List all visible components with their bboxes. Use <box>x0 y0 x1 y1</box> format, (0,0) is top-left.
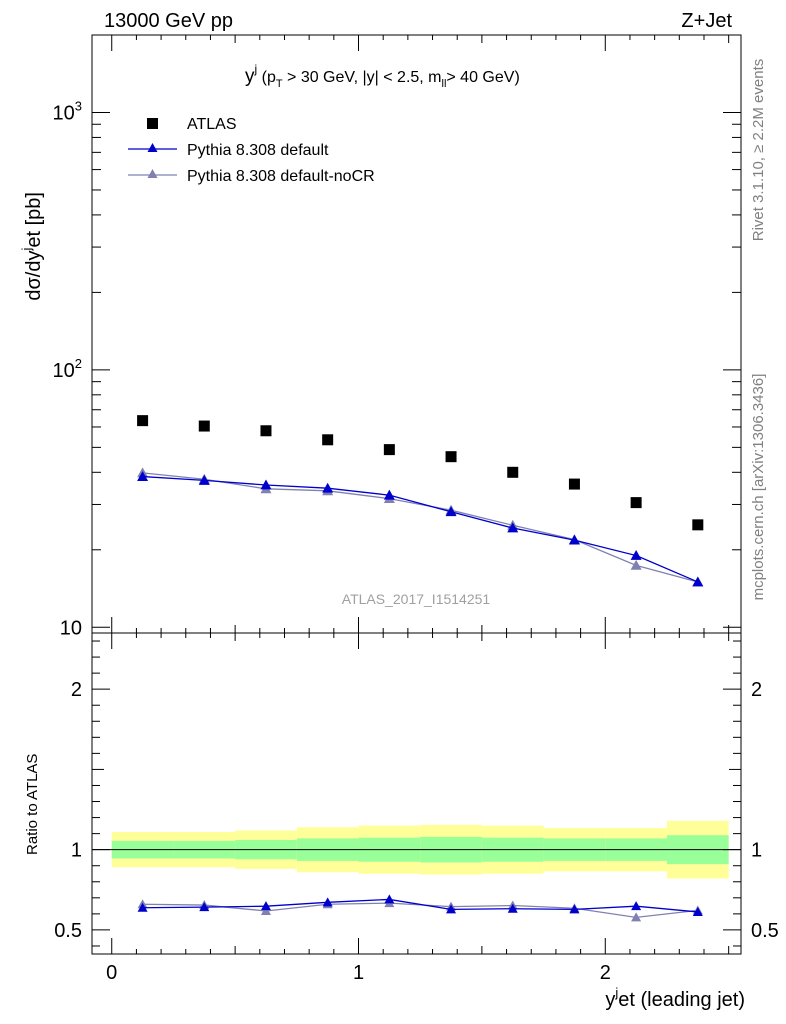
default-point <box>198 474 210 485</box>
ratio-default-point <box>137 902 148 912</box>
ratio-default-line <box>142 898 698 913</box>
annotation-sup: j <box>254 62 258 76</box>
legend-default-marker <box>147 143 158 152</box>
ratio-y-tick-label-right: 0.5 <box>751 920 779 942</box>
ylabel-sup: j <box>19 248 34 252</box>
x-tick-labels: 0 1 2 <box>106 962 611 984</box>
ratio-default-point <box>692 906 703 916</box>
top-y-tick-label: 102 <box>53 356 82 382</box>
xlabel-main: y <box>605 989 615 1011</box>
atlas-point <box>383 444 395 456</box>
atlas-point <box>260 425 272 437</box>
default-point <box>383 489 395 500</box>
ratio-series <box>137 894 703 922</box>
ratio-default-point <box>507 903 518 913</box>
ylabel-tail: et [pb] <box>23 192 45 248</box>
legend-nocr-label: Pythia 8.308 default-noCR <box>187 168 375 185</box>
annotation-sub-ll: ll <box>442 78 447 90</box>
legend: ATLAS Pythia 8.308 default Pythia 8.308 … <box>128 116 375 185</box>
default-line <box>142 475 699 583</box>
top-y-tick-label: 103 <box>53 98 82 124</box>
atlas-point <box>507 466 519 478</box>
ratio-default-point <box>260 901 271 911</box>
x-axis-label: yjet (leading jet) <box>605 985 745 1011</box>
ratio-noCR-point <box>631 912 642 922</box>
default-point <box>260 479 272 490</box>
atlas-point <box>198 420 210 432</box>
ratio-noCR-line <box>142 902 698 919</box>
ratio-default-point <box>569 904 580 914</box>
top-y-tick-label: 10 <box>60 617 82 639</box>
ylabel-main: dσ/dy <box>23 251 45 301</box>
ratio-default-point <box>384 894 395 904</box>
default-point <box>630 550 642 560</box>
ratio-default-point <box>446 904 457 914</box>
top-series <box>137 415 704 587</box>
top-y-tick-labels: 10 102 103 <box>53 98 82 639</box>
default-point <box>445 506 457 517</box>
analysis-watermark: ATLAS_2017_I1514251 <box>342 591 491 607</box>
ratio-panel: 0.5 0.5 1 1 2 2 0 1 2 Ratio to ATLAS yjet (lead… <box>24 632 779 1011</box>
annotation-main: y <box>245 66 255 87</box>
ratio-default-point <box>631 901 642 911</box>
annotation-cuts-a: (p <box>257 69 276 86</box>
ratio-y-tick-label-left: 0.5 <box>54 920 82 942</box>
ratio-axis-ticks <box>92 633 741 954</box>
ratio-y-tick-labels: 0.5 0.5 1 1 2 2 <box>54 679 779 942</box>
mcplots-label: mcplots.cern.ch [arXiv:1306.3436] <box>750 374 767 601</box>
annotation-cuts-c: > 40 GeV) <box>446 69 519 86</box>
header-left: 13000 GeV pp <box>104 10 233 32</box>
x-tick-label: 1 <box>353 962 364 984</box>
annotation-sub-pt: T <box>276 78 283 90</box>
ratio-y-tick-label-right: 2 <box>751 679 762 701</box>
annotation-cuts-b: > 30 GeV, |y| < 2.5, m <box>283 69 442 86</box>
atlas-point <box>568 478 580 490</box>
ratio-y-tick-label-right: 1 <box>751 840 762 862</box>
default-point <box>137 471 149 481</box>
ratio-default-point <box>322 897 333 907</box>
atlas-point <box>630 497 642 509</box>
xlabel-tail: et (leading jet) <box>618 989 745 1011</box>
default-point <box>322 482 334 493</box>
ratio-y-tick-label-left: 2 <box>71 679 82 701</box>
default-point <box>692 576 704 587</box>
x-tick-label: 2 <box>600 962 611 984</box>
ratio-noCR-point <box>260 905 271 915</box>
atlas-point <box>137 415 149 427</box>
noCR-point <box>630 559 642 570</box>
legend-nocr-marker <box>147 169 158 178</box>
atlas-point <box>322 434 334 446</box>
default-point <box>568 534 580 545</box>
xlabel-sup: j <box>614 985 618 1000</box>
x-tick-label: 0 <box>106 962 117 984</box>
atlas-point <box>445 451 457 463</box>
legend-atlas-label: ATLAS <box>187 116 237 133</box>
top-y-axis-label: dσ/dyjet [pb] <box>19 192 45 301</box>
ratio-panel-frame <box>91 632 742 955</box>
noCR-line <box>142 472 698 583</box>
ratio-default-point <box>199 902 210 912</box>
legend-atlas-marker <box>147 118 158 129</box>
ratio-y-axis-label: Ratio to ATLAS <box>24 754 41 855</box>
plot-annotation: yj (pT > 30 GeV, |y| < 2.5, mll> 40 GeV) <box>245 62 520 90</box>
atlas-point <box>692 519 704 531</box>
rivet-label: Rivet 3.1.10, ≥ 2.2M events <box>750 59 767 242</box>
ratio-y-tick-label-left: 1 <box>71 840 82 862</box>
default-point <box>507 522 519 533</box>
header-right: Z+Jet <box>681 10 732 32</box>
legend-default-label: Pythia 8.308 default <box>187 142 329 159</box>
